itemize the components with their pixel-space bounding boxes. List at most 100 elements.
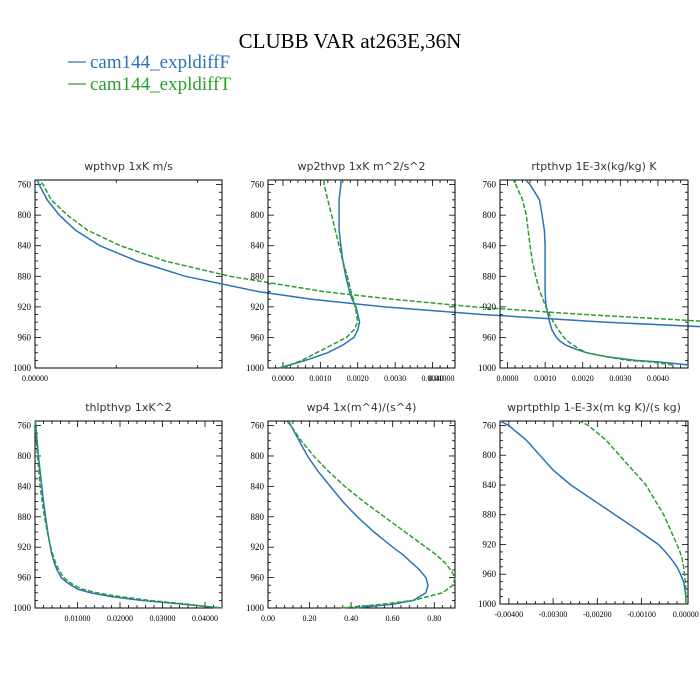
x-tick-label: 0.0010 (534, 374, 556, 383)
y-tick-label: 920 (483, 539, 497, 549)
series-line-expldiffT (282, 180, 359, 369)
series-line-expldiffT (38, 179, 700, 322)
y-tick-label: 960 (18, 332, 32, 342)
y-tick-label: 880 (483, 271, 497, 281)
series-line-expldiffF (34, 420, 223, 609)
y-tick-label: 800 (251, 210, 265, 220)
legend-label-0: cam144_expldiffF (90, 52, 230, 73)
figure-title: CLUBB VAR at263E,36N (239, 29, 462, 53)
series-line-expldiffF (525, 179, 689, 366)
y-tick-label: 960 (483, 569, 497, 579)
panel-title: wp2thvp 1xK m^2/s^2 (297, 160, 425, 173)
panel-2: wp2thvp 1xK m^2/s^2 760 800 840 880 920 960 100… (246, 160, 456, 383)
y-tick-label: 760 (251, 421, 265, 431)
y-tick-label: 760 (18, 421, 32, 431)
x-tick-label: -0.00400 (495, 610, 524, 619)
series-line-expldiffF (278, 180, 361, 369)
y-tick-label: 920 (18, 542, 32, 552)
x-tick-label: 0.0030 (609, 374, 631, 383)
y-tick-label: 1000 (13, 363, 32, 373)
legend: cam144_expldiffF cam144_expldiffT (68, 52, 231, 95)
x-tick-label: 0.0000 (497, 374, 519, 383)
series-line-expldiffT (579, 420, 687, 604)
y-tick-label: 840 (483, 241, 497, 251)
y-tick-label: 800 (483, 210, 497, 220)
series-line-expldiffT (512, 179, 674, 366)
y-tick-label: 840 (251, 481, 265, 491)
x-tick-label: 0.02000 (107, 614, 133, 623)
x-tick-label: 0.0010 (309, 374, 331, 383)
x-tick-label: -0.00100 (627, 610, 656, 619)
series-line-expldiffF (288, 420, 429, 609)
y-tick-label: 920 (251, 542, 265, 552)
x-tick-label: 0.20 (303, 614, 317, 623)
panel-title: thlpthvp 1xK^2 (85, 401, 172, 414)
y-tick-label: 800 (18, 210, 32, 220)
x-tick-label: 0.0020 (572, 374, 594, 383)
y-tick-label: 920 (18, 302, 32, 312)
panel-3: rtpthvp 1E-3x(kg/kg) K 760 800 840 880 920 960… (478, 160, 689, 383)
panel-title: rtpthvp 1E-3x(kg/kg) K (531, 160, 657, 173)
x-tick-label: 0.00 (261, 614, 275, 623)
y-tick-label: 760 (18, 180, 32, 190)
y-tick-label: 800 (18, 451, 32, 461)
x-tick-label: 0.60 (386, 614, 400, 623)
plot-frame (499, 179, 689, 369)
panel-4: thlpthvp 1xK^2 760 800 840 880 920 960 1000 0.01… (13, 401, 223, 623)
x-tick-label: 0.03000 (150, 614, 176, 623)
y-tick-label: 960 (251, 573, 265, 583)
x-tick-label: 0.00000 (22, 374, 48, 383)
y-tick-label: 1000 (13, 603, 32, 613)
x-tick-label: 0.0000 (272, 374, 294, 383)
panel-6: wprtpthlp 1-E-3x(m kg K)/(s kg) 760 800 840… (478, 401, 699, 619)
panel-5: wp4 1x(m^4)/(s^4)76080084088092096010000… (246, 401, 456, 623)
x-tick-label: 0.04000 (192, 614, 218, 623)
y-tick-label: 800 (251, 451, 265, 461)
x-tick-label: 0.0020 (347, 374, 369, 383)
y-tick-label: 760 (483, 420, 497, 430)
y-tick-label: 840 (483, 480, 497, 490)
plot-frame (267, 179, 456, 369)
series-line-expldiffF (36, 179, 700, 328)
y-tick-label: 1000 (478, 363, 497, 373)
panel-title: wpthvp 1xK m/s (84, 160, 173, 173)
legend-label-1: cam144_expldiffT (90, 74, 231, 95)
plot-frame (499, 420, 689, 605)
y-tick-label: 840 (18, 481, 32, 491)
panels: wpthvp 1xK m/s76080084088092096010000.00… (13, 160, 700, 623)
series-line-expldiffT (286, 420, 456, 609)
y-tick-label: 880 (18, 512, 32, 522)
y-tick-label: 920 (483, 302, 497, 312)
y-tick-label: 880 (483, 510, 497, 520)
y-tick-label: 840 (251, 241, 265, 251)
series-line-expldiffF (499, 420, 687, 604)
y-tick-label: 1000 (246, 363, 265, 373)
panel-title: wprtpthlp 1-E-3x(m kg K)/(s kg) (507, 401, 681, 414)
y-tick-label: 880 (251, 512, 265, 522)
x-tick-label: 0.40 (344, 614, 358, 623)
series-line-expldiffT (34, 420, 218, 609)
y-tick-label: 960 (483, 332, 497, 342)
x-tick-label: 0.00000 (673, 610, 699, 619)
y-tick-label: 1000 (478, 599, 497, 609)
y-tick-label: 960 (251, 332, 265, 342)
plot-frame (34, 179, 223, 369)
y-tick-label: 880 (251, 271, 265, 281)
y-tick-label: 760 (251, 180, 265, 190)
y-tick-label: 960 (18, 573, 32, 583)
y-tick-label: 920 (251, 302, 265, 312)
x-tick-label: 0.0040 (647, 374, 669, 383)
x-tick-label: -0.00200 (583, 610, 612, 619)
y-tick-label: 800 (483, 450, 497, 460)
y-tick-label: 880 (18, 271, 32, 281)
y-tick-label: 840 (18, 241, 32, 251)
panel-1: wpthvp 1xK m/s76080084088092096010000.00… (13, 160, 700, 383)
x-tick-label: 0.01000 (429, 374, 455, 383)
x-tick-label: 0.0040 (422, 374, 444, 383)
panel-title: wp4 1x(m^4)/(s^4) (307, 401, 417, 414)
x-tick-label: 0.80 (427, 614, 441, 623)
x-tick-label: 0.01000 (65, 614, 91, 623)
y-tick-label: 760 (483, 180, 497, 190)
x-tick-label: 0.0030 (384, 374, 406, 383)
